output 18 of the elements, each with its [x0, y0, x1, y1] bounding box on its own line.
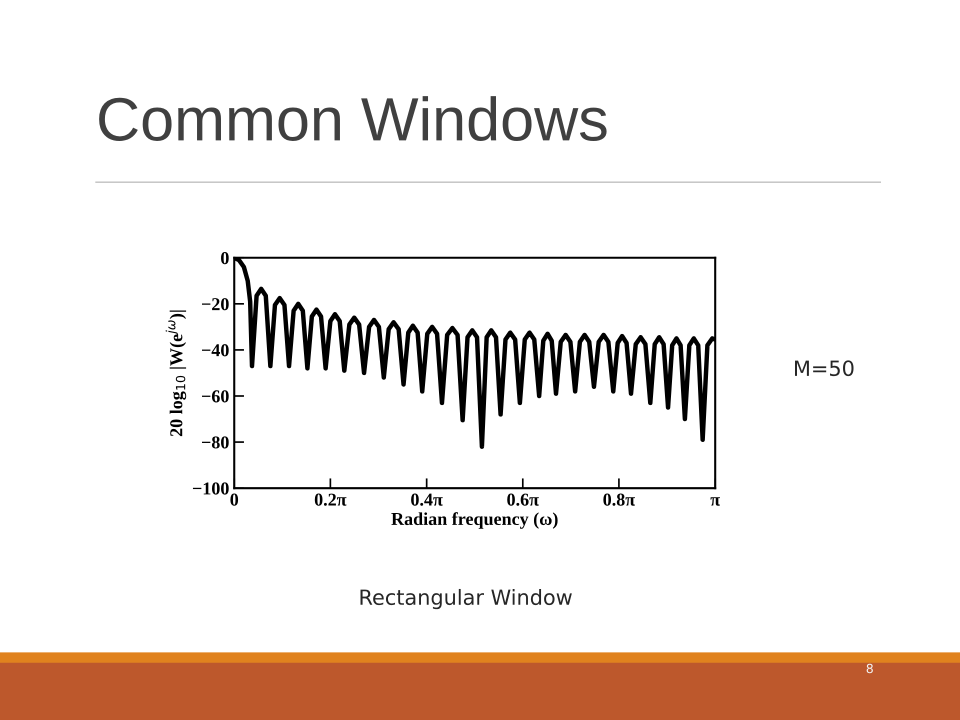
chart-title: Common Windows [99, 96, 607, 141]
y-axis-title: 20 log$_{10}$ |W(e$^{jω}$)| [166, 310, 186, 436]
text: M=50 [795, 360, 854, 376]
x-tick-label: 0.6π [507, 494, 539, 506]
x-tick-label: 0 [230, 494, 238, 506]
x-tick-label: 0.2π [314, 494, 346, 506]
text: 8 [866, 664, 873, 674]
y-tick-label: −100 [192, 482, 229, 495]
x-tick-label: 0.4π [411, 494, 443, 506]
y-tick-label: −40 [202, 344, 229, 356]
x-tick-label: 0.8π [603, 494, 635, 506]
y-tick-label: 0 [221, 252, 229, 264]
x-tick-label: π [710, 497, 720, 506]
y-tick-label: −60 [202, 390, 229, 402]
y-tick-label: −80 [202, 436, 229, 449]
y-tick-label: −20 [202, 298, 229, 310]
x-axis-title: Radian frequency (ω) [391, 512, 558, 529]
text: Rectangular Window [360, 588, 572, 610]
